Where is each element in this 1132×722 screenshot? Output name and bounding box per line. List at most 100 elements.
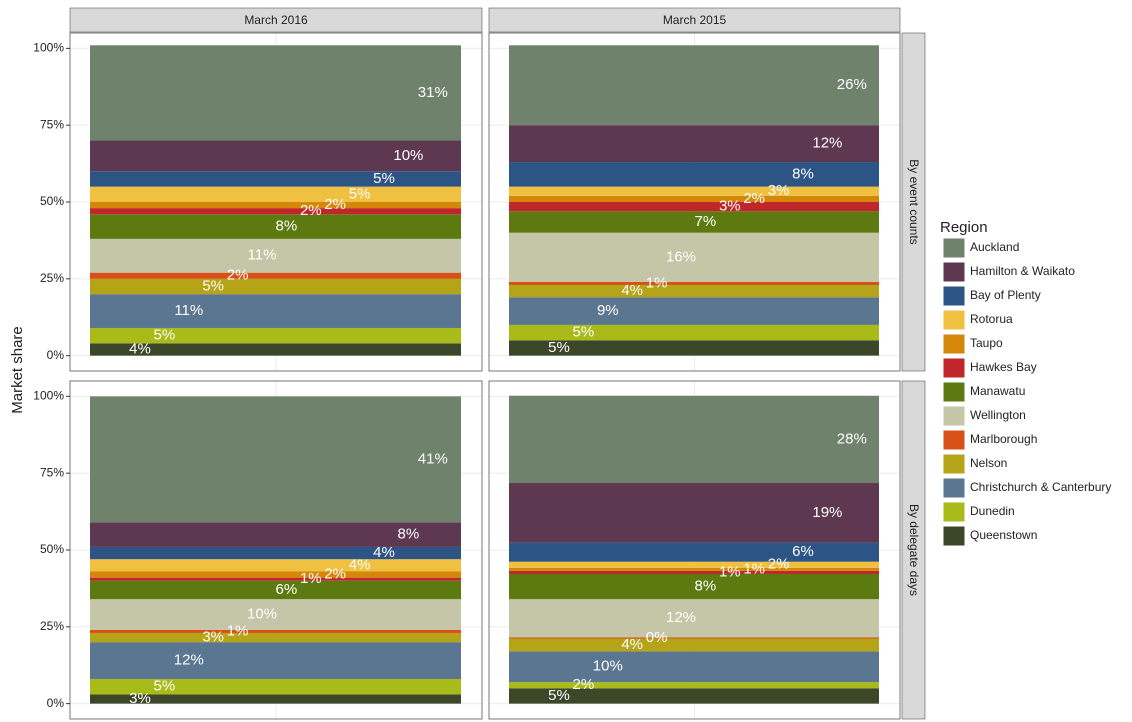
value-label: 2% bbox=[324, 566, 346, 583]
bar-segment bbox=[509, 561, 879, 568]
legend-key bbox=[942, 453, 966, 475]
legend-title: Region bbox=[940, 219, 988, 236]
value-label: 12% bbox=[812, 135, 842, 152]
value-label: 41% bbox=[418, 450, 448, 467]
y-tick-label: 25% bbox=[40, 271, 64, 285]
bar-segment bbox=[509, 297, 879, 325]
legend-key bbox=[942, 405, 966, 427]
value-label: 5% bbox=[548, 687, 570, 704]
y-tick-label: 25% bbox=[40, 619, 64, 633]
bar-segment bbox=[509, 651, 879, 683]
bar-segment bbox=[90, 202, 461, 209]
bar-segment bbox=[90, 396, 461, 523]
bar-segment bbox=[509, 395, 879, 484]
y-tick-label: 0% bbox=[47, 348, 65, 362]
bar-segment bbox=[90, 278, 461, 295]
bar-segment bbox=[90, 559, 461, 572]
value-label: 4% bbox=[129, 340, 151, 357]
legend-label: Queenstown bbox=[970, 528, 1037, 542]
bar-segment bbox=[509, 567, 879, 571]
legend-label: Manawatu bbox=[970, 384, 1025, 398]
value-label: 8% bbox=[276, 218, 298, 235]
legend-key bbox=[942, 381, 966, 403]
value-label: 5% bbox=[154, 327, 176, 344]
y-axis-title: Market share bbox=[9, 326, 26, 414]
legend-label: Marlborough bbox=[970, 432, 1037, 446]
value-label: 5% bbox=[202, 277, 224, 294]
bar-segment bbox=[509, 637, 879, 639]
bar-segment bbox=[90, 629, 461, 633]
value-label: 2% bbox=[573, 676, 595, 693]
legend-key bbox=[942, 429, 966, 451]
value-label: 8% bbox=[792, 165, 814, 182]
legend-label: Auckland bbox=[970, 240, 1019, 254]
legend-key bbox=[942, 525, 966, 547]
value-label: 1% bbox=[743, 560, 765, 577]
bar-segment bbox=[509, 688, 879, 704]
value-label: 5% bbox=[154, 678, 176, 695]
bar-segment bbox=[90, 272, 461, 279]
legend-label: Rotorua bbox=[970, 312, 1013, 326]
bar-segment bbox=[90, 140, 461, 172]
panel-border bbox=[488, 32, 901, 372]
bar-segment bbox=[90, 632, 461, 643]
legend-label: Dunedin bbox=[970, 504, 1015, 518]
bar-segment bbox=[509, 162, 879, 187]
bar-segment bbox=[509, 573, 879, 600]
value-label: 3% bbox=[129, 690, 151, 707]
value-label: 2% bbox=[743, 190, 765, 207]
bar-segment bbox=[509, 284, 879, 298]
value-label: 3% bbox=[768, 182, 790, 199]
bar-segment bbox=[90, 642, 461, 680]
legend-key bbox=[942, 357, 966, 379]
value-label: 10% bbox=[393, 147, 423, 164]
value-label: 6% bbox=[792, 543, 814, 560]
bar-segment bbox=[509, 599, 879, 638]
value-label: 5% bbox=[349, 185, 371, 202]
bar-segment bbox=[90, 546, 461, 560]
bar-segment bbox=[509, 682, 879, 689]
bar-segment bbox=[509, 195, 879, 202]
y-tick-label: 0% bbox=[47, 696, 65, 710]
legend-label: Nelson bbox=[970, 456, 1007, 470]
bar-segment bbox=[90, 208, 461, 215]
value-label: 5% bbox=[573, 324, 595, 341]
value-label: 16% bbox=[666, 248, 696, 265]
bar-segment bbox=[90, 238, 461, 273]
facet-strip bbox=[901, 380, 926, 720]
y-tick-label: 75% bbox=[40, 465, 64, 479]
value-label: 1% bbox=[227, 622, 249, 639]
value-label: 2% bbox=[768, 556, 790, 573]
y-tick-label: 75% bbox=[40, 117, 64, 131]
value-label: 28% bbox=[837, 430, 867, 447]
value-label: 31% bbox=[418, 84, 448, 101]
facet-label: March 2015 bbox=[663, 13, 727, 27]
y-tick-label: 100% bbox=[33, 389, 64, 403]
value-label: 11% bbox=[248, 247, 277, 264]
value-label: 3% bbox=[202, 629, 224, 646]
bar-segment bbox=[509, 211, 879, 233]
bar-segment bbox=[90, 45, 461, 141]
legend-key bbox=[942, 333, 966, 355]
bar-segment bbox=[509, 483, 879, 543]
bar-segment bbox=[509, 232, 879, 282]
bar-segment bbox=[509, 570, 879, 574]
legend-label: Bay of Plenty bbox=[970, 288, 1041, 302]
legend-key bbox=[942, 477, 966, 499]
bar-segment bbox=[90, 694, 461, 704]
value-label: 4% bbox=[621, 282, 643, 299]
legend-label: Christchurch & Canterbury bbox=[970, 480, 1111, 494]
value-label: 26% bbox=[837, 76, 867, 93]
value-label: 11% bbox=[174, 302, 203, 319]
facet-label: By event counts bbox=[907, 159, 921, 244]
value-label: 7% bbox=[695, 213, 717, 230]
legend-label: Hawkes Bay bbox=[970, 360, 1037, 374]
value-label: 0% bbox=[646, 629, 668, 646]
bar-segment bbox=[90, 599, 461, 630]
y-tick-label: 50% bbox=[40, 542, 64, 556]
value-label: 1% bbox=[719, 563, 741, 580]
legend-label: Wellington bbox=[970, 408, 1026, 422]
value-label: 4% bbox=[373, 544, 395, 561]
